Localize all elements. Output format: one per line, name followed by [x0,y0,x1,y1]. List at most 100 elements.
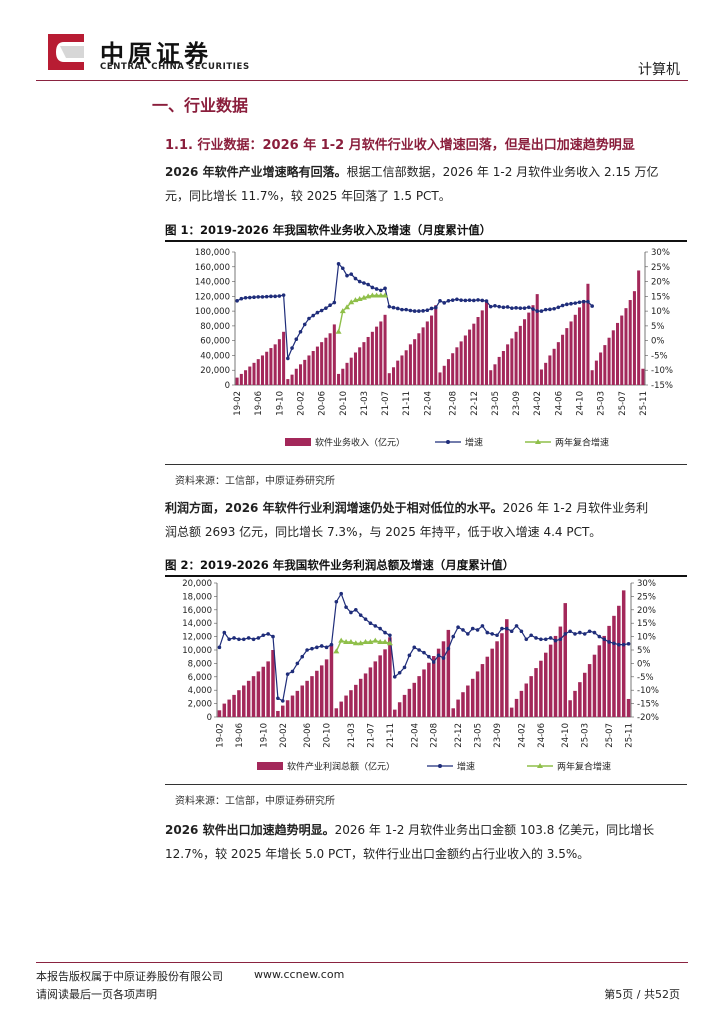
bar [248,366,252,385]
bar [412,682,417,717]
bar [290,695,295,717]
growth-point [290,669,295,674]
bar [315,346,319,385]
growth-point [353,276,358,281]
bar [436,648,441,717]
growth-point [311,313,315,318]
figure1-source: 资料来源：工信部，中原证券研究所 [175,476,335,487]
growth-point [472,298,476,303]
bar [329,645,334,717]
bar [509,707,514,717]
growth-point [505,305,510,309]
growth-point [497,304,501,309]
x-tick-label: 19-06 [235,723,245,748]
bar [413,339,417,385]
x-tick-label: 21-03 [347,723,357,748]
left-tick-label: 6,000 [188,673,212,683]
legend-label: 增速 [465,437,483,449]
bar [527,312,531,385]
x-tick-label: 24-02 [517,723,527,748]
growth-point [548,636,553,640]
growth-point [446,646,451,651]
bar [592,654,597,717]
bar [463,335,467,385]
bar [519,690,524,717]
growth-point [315,645,319,650]
growth-point [328,303,332,307]
x-tick-label: 22-04 [423,391,433,416]
growth-point [241,637,246,642]
growth-point [271,634,275,639]
x-tick-label: 23-05 [474,723,484,748]
bar [548,644,553,717]
bar [378,655,382,717]
cagr-point [373,292,380,298]
growth-point [383,286,387,291]
right-tick-label: -15% [651,381,673,391]
x-tick-label: 22-08 [449,391,459,416]
bar [607,625,611,717]
left-tick-label: 180,000 [195,248,230,258]
company-logo [44,30,88,74]
bar [632,291,636,385]
growth-point [617,642,621,647]
bar [368,667,373,717]
bar [501,351,505,385]
growth-point [459,298,463,302]
growth-point [374,287,379,291]
figure1-bottom-rule [165,464,687,465]
header-divider [36,80,688,81]
bar [459,341,463,385]
growth-point [358,613,363,617]
paragraph-text: 根据工信部数据，2026 年 1-2 月软件业务收入 2.15 万亿 [346,165,659,179]
cagr-point [377,638,384,644]
growth-point [548,307,552,312]
bar [637,270,641,385]
growth-point [294,337,299,341]
bar [569,321,573,385]
paragraph-lead: 利润方面，2026 年软件行业利润增速仍处于相对低位的水平。 [165,501,503,515]
bar [282,331,286,385]
bar [261,666,266,717]
bar [402,694,407,717]
growth-point [485,630,490,635]
growth-point [404,307,408,312]
bar [612,615,616,717]
bar [539,369,543,385]
x-tick-label: 23-05 [491,391,501,416]
sector-label: 计算机 [638,62,680,78]
growth-point [251,637,256,642]
growth-point [577,300,582,305]
bar [603,345,607,385]
left-tick-label: 2,000 [188,700,212,710]
bar [307,355,311,385]
growth-point [466,632,470,636]
bar [565,328,569,385]
bar [319,665,324,717]
bar [524,683,529,717]
bar [373,661,378,717]
bar [375,326,379,385]
x-tick-label: 24-06 [554,391,564,416]
growth-point [514,624,519,628]
growth-point [450,298,455,302]
growth-point [329,642,334,647]
bar [552,348,556,385]
paragraph-text: 润总额 2693 亿元，同比增长 7.3%，与 2025 年持平，低于收入增速 … [165,525,602,539]
growth-point [442,301,447,305]
bar [232,694,236,717]
bar [217,710,222,717]
bar [468,329,472,385]
x-tick-label: 24-02 [533,391,543,416]
cagr-point [343,638,350,644]
left-tick-label: 18,000 [182,592,212,602]
bar [475,671,480,717]
x-tick-label: 19-02 [233,391,243,416]
legend-cagr-marker [535,439,541,444]
footer-website[interactable]: www.ccnew.com [254,968,345,981]
figure1-chart: 0 20,000 40,000 60,000 80,000 100,000 120,000 1… [195,248,673,449]
growth-point [493,303,497,308]
bar [602,635,606,717]
growth-point [340,266,345,271]
growth-point [281,293,286,297]
